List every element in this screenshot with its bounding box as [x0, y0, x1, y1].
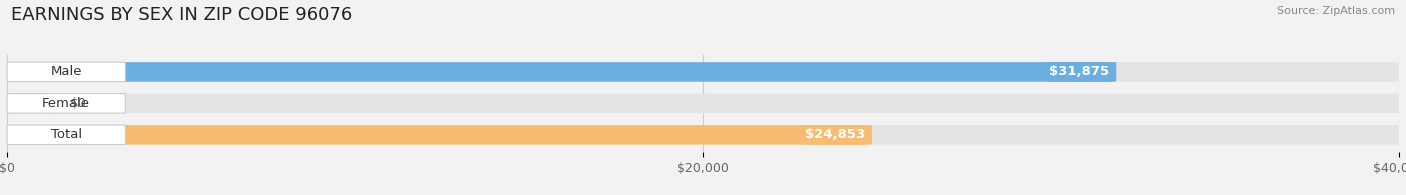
FancyBboxPatch shape: [7, 125, 1399, 144]
Text: Female: Female: [42, 97, 90, 110]
Text: Source: ZipAtlas.com: Source: ZipAtlas.com: [1277, 6, 1395, 16]
FancyBboxPatch shape: [7, 94, 125, 113]
Text: $31,875: $31,875: [1049, 65, 1109, 78]
FancyBboxPatch shape: [7, 125, 125, 144]
Text: $0: $0: [70, 97, 87, 110]
FancyBboxPatch shape: [7, 94, 49, 113]
FancyBboxPatch shape: [7, 62, 1116, 82]
FancyBboxPatch shape: [7, 62, 125, 82]
FancyBboxPatch shape: [7, 94, 1399, 113]
Text: Total: Total: [51, 128, 82, 141]
FancyBboxPatch shape: [7, 125, 872, 144]
Text: $24,853: $24,853: [804, 128, 865, 141]
Text: EARNINGS BY SEX IN ZIP CODE 96076: EARNINGS BY SEX IN ZIP CODE 96076: [11, 6, 353, 24]
Text: Male: Male: [51, 65, 82, 78]
FancyBboxPatch shape: [7, 62, 1399, 82]
